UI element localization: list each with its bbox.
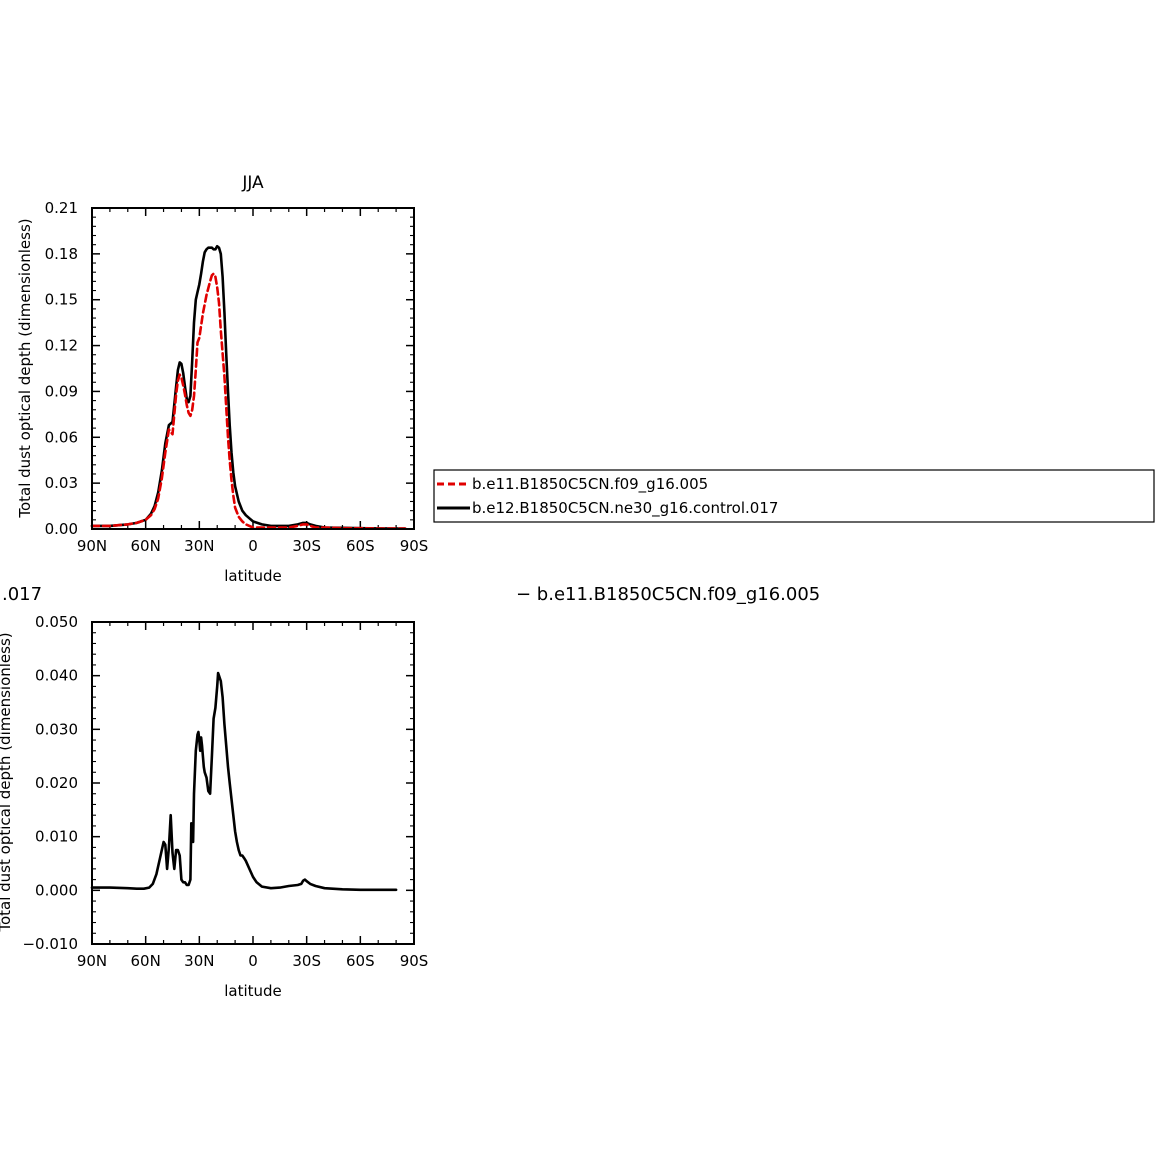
y-tick-label: 0.020 (35, 774, 78, 792)
x-tick-label: 60S (346, 537, 375, 555)
x-tick-label: 60S (346, 952, 375, 970)
x-tick-label: 30N (184, 537, 214, 555)
y-tick-label: 0.050 (35, 613, 78, 631)
bottom-panel-ticks (91, 621, 415, 945)
series-line-1 (90, 671, 398, 892)
y-tick-label: 0.15 (45, 291, 78, 309)
x-tick-label: 0 (248, 537, 258, 555)
legend: b.e11.B1850C5CN.f09_g16.005 b.e12.B1850C… (433, 469, 1155, 523)
legend-box (433, 469, 1155, 523)
top-panel-series (90, 244, 407, 530)
top-panel-x-axis-label: latitude (224, 567, 282, 585)
x-tick-label: 0 (248, 952, 258, 970)
bottom-panel: .017 − b.e11.B1850C5CN.f09_g16.005 Total… (0, 584, 820, 1000)
bottom-panel-partial-title: .017 (2, 584, 42, 605)
series-line-1 (90, 272, 407, 530)
y-tick-label: 0.06 (45, 428, 78, 446)
y-tick-label: 0.030 (35, 720, 78, 738)
top-panel-title: JJA (241, 173, 264, 193)
bottom-panel-legend-fragment: − b.e11.B1850C5CN.f09_g16.005 (516, 584, 820, 605)
y-tick-label: 0.12 (45, 337, 78, 355)
bottom-panel-plot-frame (91, 621, 415, 945)
top-panel-tick-labels: 90N 60N 30N 0 30S 60S 90S 0.00 0.03 0.06 0.09 0.12 0… (45, 199, 429, 555)
x-tick-label: 30N (184, 952, 214, 970)
top-panel: JJA Total dust optical depth (dimensionl… (16, 173, 428, 585)
y-tick-label: 0.03 (45, 474, 78, 492)
top-panel-plot-frame (91, 207, 415, 530)
y-tick-label: −0.010 (22, 935, 78, 953)
bottom-panel-series (90, 671, 398, 892)
x-tick-label: 90N (77, 537, 107, 555)
top-panel-ticks (91, 207, 415, 530)
y-tick-label: 0.21 (45, 199, 78, 217)
x-tick-label: 30S (292, 952, 321, 970)
y-tick-label: 0.09 (45, 382, 78, 400)
legend-label-series-1: b.e11.B1850C5CN.f09_g16.005 (472, 475, 708, 494)
x-tick-label: 90S (400, 952, 429, 970)
series-line-2 (90, 244, 407, 530)
bottom-panel-y-axis-label: Total dust optical depth (dimensionless) (0, 632, 14, 932)
x-tick-label: 90S (400, 537, 429, 555)
x-tick-label: 60N (131, 537, 161, 555)
bottom-panel-x-axis-label: latitude (224, 982, 282, 1000)
top-panel-y-axis-label: Total dust optical depth (dimensionless) (16, 218, 34, 518)
legend-label-series-2: b.e12.B1850C5CN.ne30_g16.control.017 (472, 499, 778, 518)
y-tick-label: 0.010 (35, 828, 78, 846)
x-tick-label: 60N (131, 952, 161, 970)
x-tick-label: 90N (77, 952, 107, 970)
bottom-panel-tick-labels: 90N 60N 30N 0 30S 60S 90S −0.010 0.000 0.010 0.020… (22, 613, 428, 970)
y-tick-label: 0.00 (45, 520, 78, 538)
x-tick-label: 30S (292, 537, 321, 555)
y-tick-label: 0.18 (45, 245, 78, 263)
y-tick-label: 0.000 (35, 881, 78, 899)
y-tick-label: 0.040 (35, 667, 78, 685)
